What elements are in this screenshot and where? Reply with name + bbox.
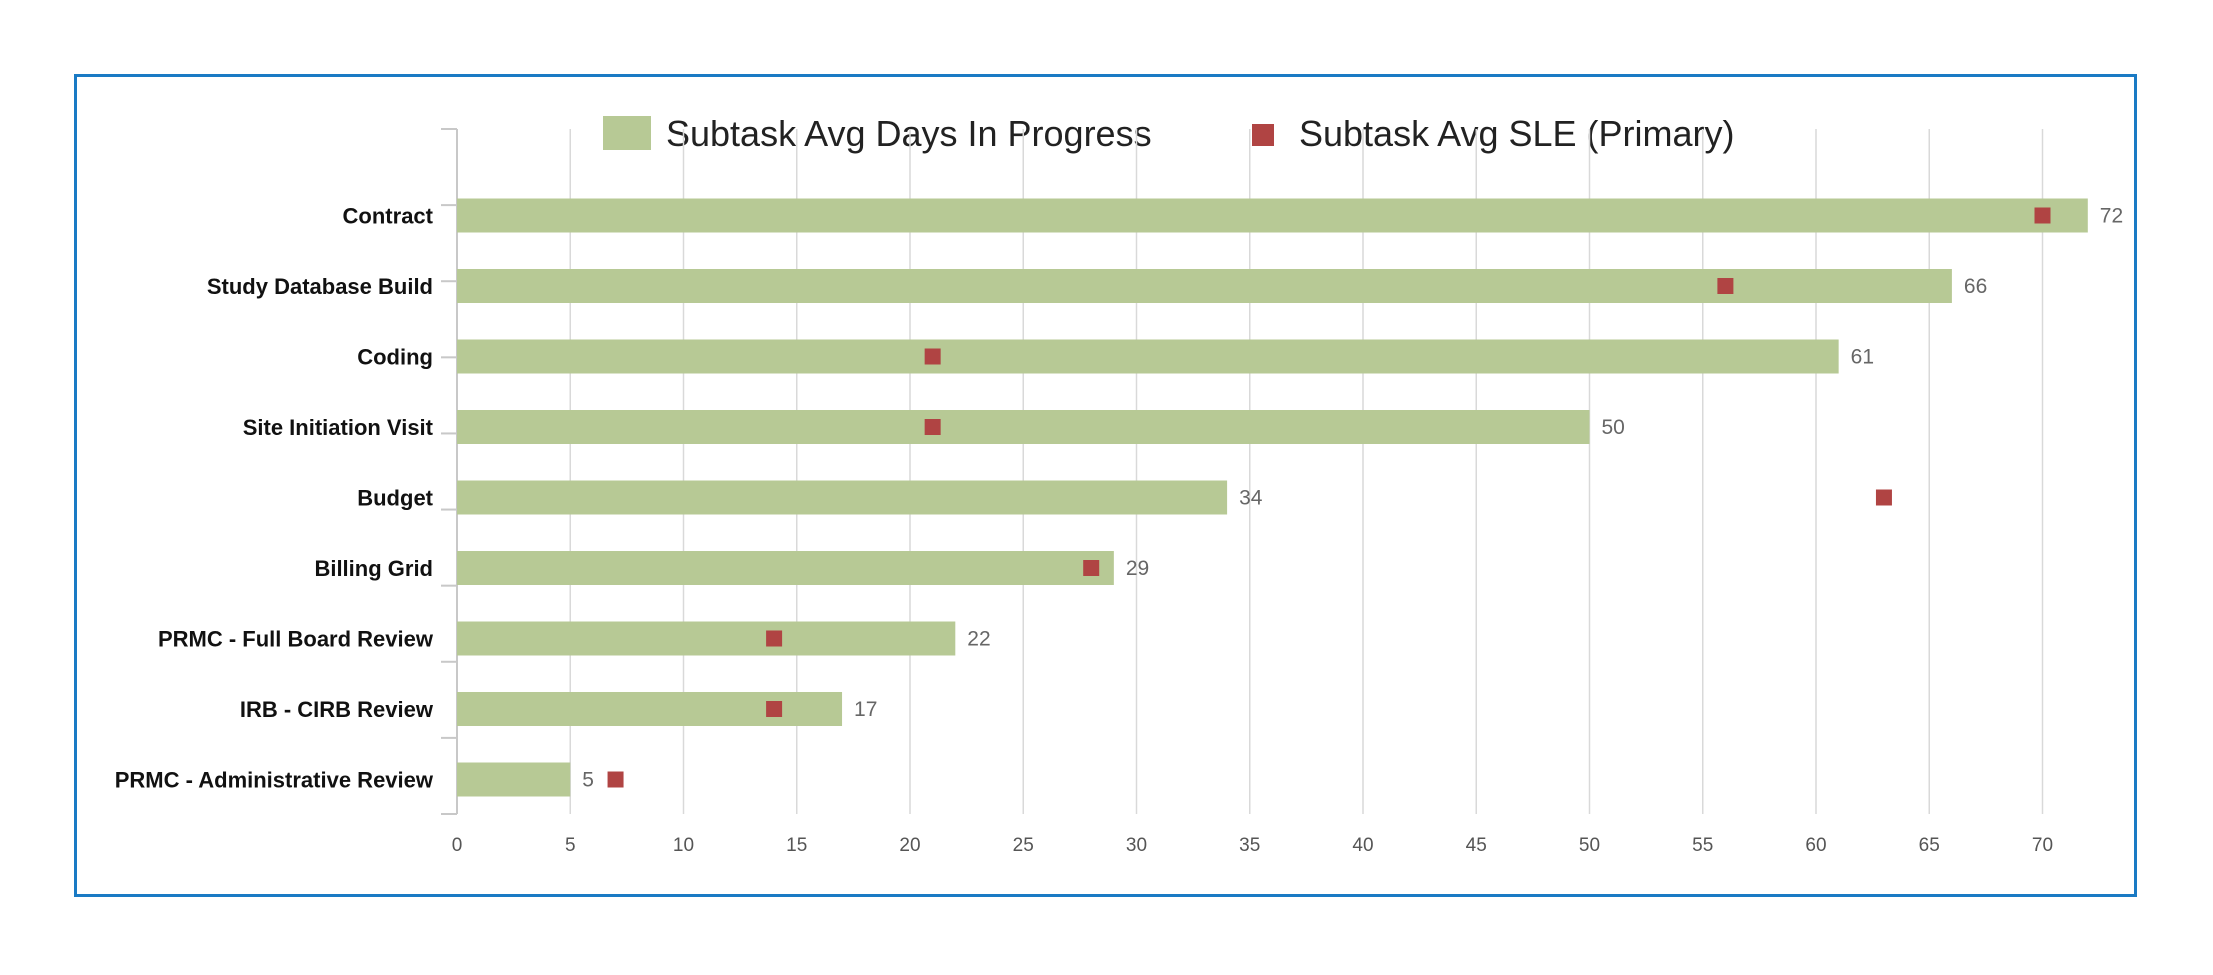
- data-label: 5: [582, 769, 594, 792]
- legend-swatch-sle: [1252, 124, 1274, 146]
- category-label: Contract: [343, 204, 434, 229]
- x-tick-label: 20: [899, 835, 920, 856]
- sle-marker: [1083, 560, 1100, 576]
- data-label: 61: [1851, 346, 1874, 369]
- category-label: PRMC - Administrative Review: [115, 768, 434, 793]
- bar: [457, 762, 571, 797]
- x-tick-label: 60: [1805, 835, 1826, 856]
- x-tick-label: 15: [786, 835, 807, 856]
- sle-marker: [766, 630, 783, 647]
- bar: [457, 551, 1114, 585]
- bars-series: [457, 198, 2088, 797]
- x-tick-label: 50: [1579, 835, 1600, 856]
- labels: 0 5 10 15 20 25 30 35 40 45 50 55 60 65 70 Contract 72 St…: [115, 204, 2123, 857]
- category-label: PRMC - Full Board Review: [158, 627, 434, 652]
- sle-marker: [1717, 278, 1734, 294]
- gridlines: [569, 129, 2044, 814]
- x-tick-label: 0: [452, 835, 463, 856]
- bar: [457, 621, 956, 656]
- sle-marker: [1875, 489, 1892, 506]
- sle-markers-series: [607, 207, 2051, 788]
- legend-label-days: Subtask Avg Days In Progress: [666, 113, 1152, 154]
- sle-marker: [766, 701, 783, 717]
- x-tick-label: 70: [2032, 835, 2053, 856]
- x-tick-label: 45: [1466, 835, 1487, 856]
- sle-marker: [607, 771, 624, 788]
- bar-chart: Subtask Avg Days In Progress Subtask Avg…: [115, 113, 2123, 857]
- x-tick-label: 5: [565, 835, 576, 856]
- legend-label-sle: Subtask Avg SLE (Primary): [1299, 113, 1735, 154]
- category-label: IRB - CIRB Review: [240, 697, 434, 722]
- data-label: 66: [1964, 275, 1987, 298]
- bar: [457, 198, 2088, 233]
- data-label: 50: [1602, 416, 1625, 439]
- x-tick-label: 10: [673, 835, 694, 856]
- data-label: 17: [854, 698, 877, 721]
- legend-swatch-days: [603, 116, 651, 150]
- category-label: Budget: [357, 486, 433, 511]
- category-label: Billing Grid: [314, 556, 433, 581]
- axes: [441, 128, 458, 815]
- x-tick-label: 30: [1126, 835, 1147, 856]
- x-tick-label: 25: [1013, 835, 1034, 856]
- chart-frame: Subtask Avg Days In Progress Subtask Avg…: [74, 74, 2137, 897]
- data-label: 34: [1239, 487, 1263, 510]
- category-label: Site Initiation Visit: [243, 415, 434, 440]
- bar: [457, 410, 1590, 444]
- sle-marker: [924, 348, 941, 365]
- bar: [457, 480, 1228, 515]
- x-tick-label: 55: [1692, 835, 1713, 856]
- data-label: 72: [2100, 205, 2123, 228]
- data-label: 22: [967, 628, 990, 651]
- bar: [457, 269, 1952, 303]
- category-label: Study Database Build: [207, 274, 433, 299]
- sle-marker: [2034, 207, 2051, 224]
- bar: [457, 692, 843, 726]
- x-tick-label: 65: [1919, 835, 1940, 856]
- x-tick-label: 35: [1239, 835, 1260, 856]
- x-tick-label: 40: [1352, 835, 1373, 856]
- sle-marker: [924, 419, 941, 435]
- data-label: 29: [1126, 557, 1149, 580]
- bar: [457, 339, 1839, 374]
- legend: Subtask Avg Days In Progress Subtask Avg…: [603, 113, 1735, 154]
- category-label: Coding: [357, 345, 433, 370]
